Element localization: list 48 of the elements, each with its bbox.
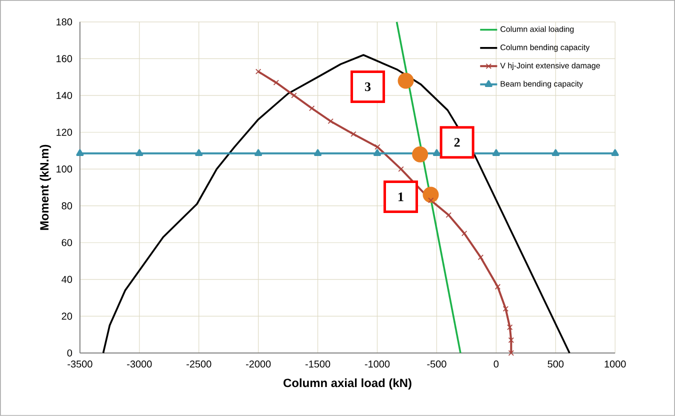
y-axis-title: Moment (kN.m) (40, 144, 51, 230)
y-tick-label: 0 (67, 350, 72, 357)
point (255, 68, 262, 74)
point (432, 149, 440, 156)
y-tick-label: 140 (56, 92, 72, 100)
x-tick-label: -2000 (246, 360, 271, 368)
y-tick-label: 80 (62, 202, 72, 210)
point (502, 306, 509, 312)
x-tick-label: -1000 (364, 360, 390, 368)
point (273, 80, 279, 86)
point (494, 284, 501, 290)
point (350, 131, 356, 137)
y-tick-label: 160 (56, 55, 72, 62)
point (428, 198, 434, 204)
y-tick-label: 60 (62, 239, 72, 246)
point (328, 118, 334, 124)
annotation: 2 (454, 138, 460, 147)
point (195, 149, 203, 156)
y-tick-label: 180 (56, 18, 72, 26)
point (314, 149, 322, 156)
point (291, 92, 297, 98)
point (611, 149, 619, 156)
x-tick-label: -3000 (127, 360, 152, 368)
x-tick-label: 1000 (604, 360, 626, 368)
point (254, 149, 262, 156)
x-tick-label: 0 (494, 360, 499, 368)
x-tick-label: -3500 (68, 360, 92, 368)
annotation: 1 (398, 192, 404, 202)
point (373, 149, 382, 156)
annotation: 3 (365, 82, 371, 92)
x-tick-label: -1500 (305, 360, 330, 368)
x-tick-label: 500 (548, 360, 564, 368)
y-tick-label: 40 (62, 276, 72, 283)
point (506, 324, 513, 330)
point (374, 144, 380, 150)
x-tick-label: -2500 (186, 360, 212, 368)
point (76, 149, 84, 156)
point (136, 149, 144, 156)
point (478, 254, 484, 260)
point (508, 337, 514, 344)
y-tick-label: 100 (56, 166, 72, 173)
point (552, 149, 560, 156)
y-tick-label: 120 (56, 128, 72, 136)
x-tick-label: -500 (427, 360, 446, 368)
point (508, 350, 514, 356)
point (492, 149, 500, 156)
y-tick-label: 20 (62, 312, 72, 320)
x-axis-title: Column axial load (kN) (284, 378, 412, 390)
